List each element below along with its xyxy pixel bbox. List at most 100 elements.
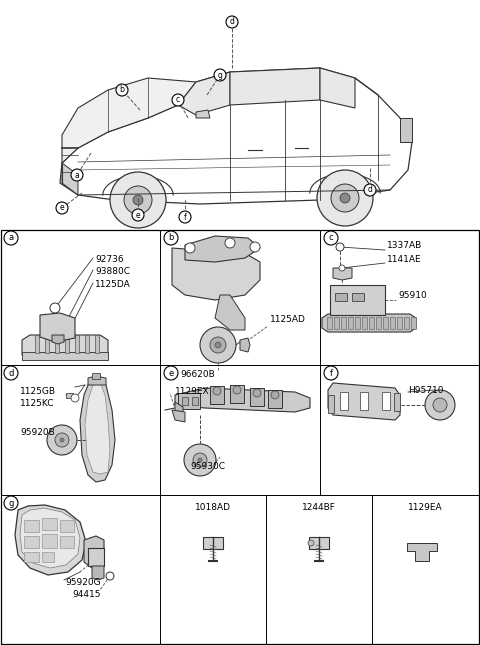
Bar <box>390 317 395 329</box>
Polygon shape <box>62 163 78 195</box>
Bar <box>88 548 104 566</box>
Text: 95930C: 95930C <box>190 462 225 471</box>
Text: b: b <box>168 233 174 243</box>
Text: 92736: 92736 <box>95 255 124 264</box>
Polygon shape <box>15 505 86 575</box>
Circle shape <box>317 170 373 226</box>
Circle shape <box>124 186 152 214</box>
Bar <box>66 393 73 398</box>
Bar <box>1 230 479 644</box>
Circle shape <box>185 243 195 253</box>
Bar <box>383 317 388 329</box>
Circle shape <box>132 209 144 221</box>
Circle shape <box>56 202 68 214</box>
Polygon shape <box>40 313 75 342</box>
Text: H95710: H95710 <box>408 386 444 395</box>
Text: 94415: 94415 <box>72 590 100 599</box>
Circle shape <box>55 433 69 447</box>
Circle shape <box>60 438 64 442</box>
Circle shape <box>225 238 235 248</box>
Bar <box>250 388 264 406</box>
Polygon shape <box>230 68 320 105</box>
Circle shape <box>179 211 191 223</box>
Bar <box>24 552 39 562</box>
Circle shape <box>164 366 178 380</box>
Polygon shape <box>22 335 108 360</box>
Polygon shape <box>60 68 412 204</box>
Text: 95920G: 95920G <box>65 578 101 587</box>
Text: c: c <box>329 233 333 243</box>
Bar <box>330 285 385 315</box>
Circle shape <box>133 195 143 205</box>
Circle shape <box>271 391 279 399</box>
Text: d: d <box>368 186 372 195</box>
Text: b: b <box>120 86 124 95</box>
Circle shape <box>425 390 455 420</box>
Bar <box>42 552 54 562</box>
Polygon shape <box>88 376 106 385</box>
Polygon shape <box>196 110 210 118</box>
Bar <box>24 520 39 532</box>
Circle shape <box>50 303 60 313</box>
Polygon shape <box>172 248 260 300</box>
Bar <box>340 392 348 410</box>
Circle shape <box>110 172 166 228</box>
Circle shape <box>336 243 344 251</box>
Bar <box>85 335 89 353</box>
Bar <box>65 335 69 353</box>
Polygon shape <box>322 314 416 332</box>
Polygon shape <box>172 410 185 422</box>
Circle shape <box>308 540 314 546</box>
Polygon shape <box>407 543 437 561</box>
Circle shape <box>324 231 338 245</box>
Polygon shape <box>20 508 80 568</box>
Polygon shape <box>400 118 412 142</box>
Bar <box>55 335 59 353</box>
Circle shape <box>250 242 260 252</box>
Text: 1018AD: 1018AD <box>195 503 231 512</box>
Bar <box>22 352 108 360</box>
Text: 1141AE: 1141AE <box>387 255 421 264</box>
Bar <box>355 317 360 329</box>
Text: c: c <box>176 95 180 104</box>
Text: e: e <box>136 210 140 219</box>
Polygon shape <box>320 68 355 108</box>
Text: g: g <box>8 499 14 508</box>
Text: 1337AB: 1337AB <box>387 241 422 250</box>
Circle shape <box>226 16 238 28</box>
Circle shape <box>233 386 241 394</box>
Text: g: g <box>217 70 222 79</box>
Text: 1125DA: 1125DA <box>95 280 131 289</box>
Polygon shape <box>240 338 250 352</box>
Text: 1125AD: 1125AD <box>270 315 306 324</box>
Text: e: e <box>168 368 174 377</box>
Text: 1129EA: 1129EA <box>408 503 442 512</box>
Text: 1129EX: 1129EX <box>175 387 210 396</box>
Bar <box>341 317 346 329</box>
Polygon shape <box>52 335 64 344</box>
Bar <box>394 393 400 411</box>
Text: f: f <box>329 368 333 377</box>
Bar <box>178 393 200 409</box>
Circle shape <box>331 184 359 212</box>
Bar <box>60 520 74 532</box>
Text: 93880C: 93880C <box>95 267 130 276</box>
Bar <box>268 390 282 408</box>
Bar <box>352 293 364 301</box>
Circle shape <box>116 84 128 96</box>
Bar <box>182 397 188 405</box>
Polygon shape <box>215 295 245 330</box>
Polygon shape <box>92 566 104 580</box>
Text: a: a <box>74 170 79 179</box>
Polygon shape <box>62 78 196 163</box>
Text: a: a <box>9 233 13 243</box>
Polygon shape <box>80 378 115 482</box>
Bar <box>210 386 224 404</box>
Bar <box>309 537 329 549</box>
Circle shape <box>106 572 114 580</box>
Bar <box>42 534 57 548</box>
Bar <box>75 335 79 353</box>
Bar <box>376 317 381 329</box>
Bar <box>92 373 100 379</box>
Polygon shape <box>178 72 230 115</box>
